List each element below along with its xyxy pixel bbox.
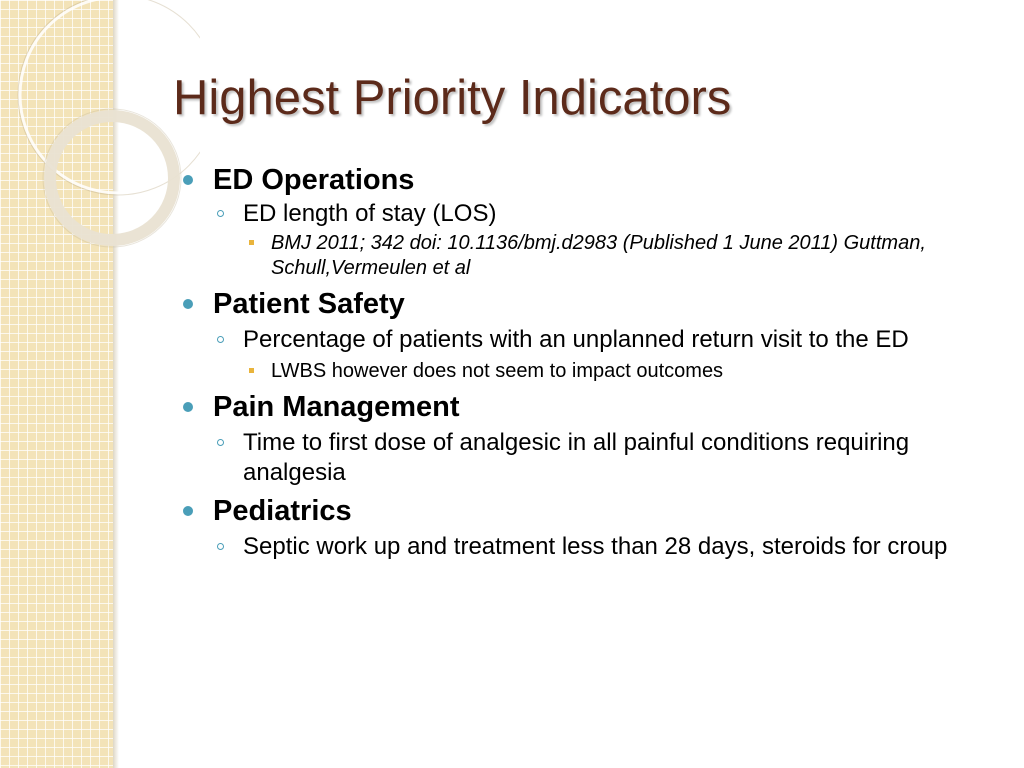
list-item-text: Time to first dose of analgesic in all p… <box>243 429 910 486</box>
decorative-rings <box>17 0 200 248</box>
bullet-square-icon <box>249 368 254 373</box>
section-heading-text: Pediatrics <box>213 495 352 527</box>
strip-shadow <box>113 0 119 768</box>
list-item-text: Septic work up and treatment less than 2… <box>243 533 948 560</box>
sub-list-item-text: LWBS however does not seem to impact out… <box>271 360 724 382</box>
list-item: Septic work up and treatment less than 2… <box>183 532 983 562</box>
bullet-ring-icon <box>217 336 224 343</box>
list-item-text: Percentage of patients with an unplanned… <box>243 326 909 353</box>
decorative-grid-strip <box>0 0 113 768</box>
section-heading-pediatrics: Pediatrics <box>183 494 983 528</box>
bullet-ring-icon <box>217 543 224 550</box>
bullet-square-icon <box>249 240 254 245</box>
sub-list-item: BMJ 2011; 342 doi: 10.1136/bmj.d2983 (Pu… <box>183 231 983 281</box>
list-item: Time to first dose of analgesic in all p… <box>183 428 983 488</box>
section-heading-pain-management: Pain Management <box>183 390 983 424</box>
bullet-dot-icon <box>183 299 193 309</box>
bullet-ring-icon <box>217 439 224 446</box>
section-heading-text: Patient Safety <box>213 288 405 320</box>
list-item: Percentage of patients with an unplanned… <box>183 325 983 355</box>
bullet-dot-icon <box>183 402 193 412</box>
bullet-ring-icon <box>217 210 224 217</box>
bullet-dot-icon <box>183 506 193 516</box>
slide-title: Highest Priority Indicators <box>173 71 732 125</box>
section-heading-patient-safety: Patient Safety <box>183 287 983 321</box>
sub-list-item-text: BMJ 2011; 342 doi: 10.1136/bmj.d2983 (Pu… <box>271 232 926 279</box>
section-heading-ed-operations: ED Operations <box>183 163 983 197</box>
bullet-list: ED Operations ED length of stay (LOS) BM… <box>183 163 983 562</box>
list-item-text: ED length of stay (LOS) <box>243 200 497 227</box>
bullet-dot-icon <box>183 175 193 185</box>
section-heading-text: Pain Management <box>213 391 460 423</box>
list-item: ED length of stay (LOS) <box>183 199 983 229</box>
section-heading-text: ED Operations <box>213 164 415 196</box>
sub-list-item: LWBS however does not seem to impact out… <box>183 359 983 384</box>
